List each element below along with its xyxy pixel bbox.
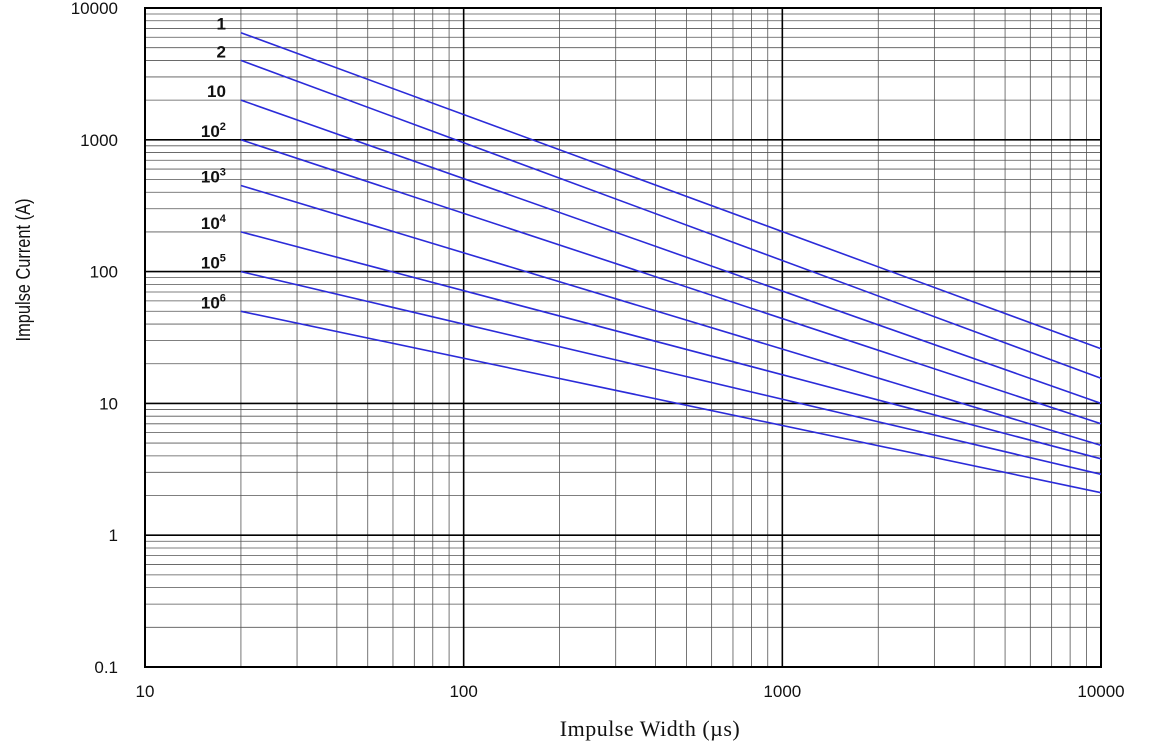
series-label: 105 [201,253,226,273]
series-label: 2 [216,42,225,61]
series-line [240,184,1102,447]
plot-frame [144,7,1102,668]
series-label: 103 [201,167,226,187]
series-line [240,231,1102,460]
major-gridlines [144,8,1101,668]
series-line [240,139,1102,425]
series-lines [240,31,1102,494]
series-line [240,59,1102,380]
series-label: 1 [216,15,225,34]
x-tick-label: 10000 [1077,682,1124,701]
x-axis-label: Impulse Width (µs) [560,716,740,741]
x-tick-label: 1000 [763,682,801,701]
y-tick-label: 10000 [71,0,118,18]
x-tick-label: 100 [449,682,477,701]
series-line [240,99,1102,405]
y-tick-label: 100 [90,263,118,282]
series-line [240,31,1102,350]
series-line [240,310,1102,494]
series-label: 102 [201,121,226,141]
y-tick-label: 0.1 [94,658,118,677]
series-label: 106 [201,292,226,312]
y-tick-label: 1 [109,526,118,545]
series-line [240,270,1102,476]
series-label: 10 [207,82,226,101]
y-axis-label: Impulse Current (A) [11,199,34,342]
x-tick-label: 10 [136,682,155,701]
minor-gridlines [145,8,1101,667]
y-tick-labels: 0.1 1 10 100 1000 10000 [71,0,118,677]
series-label: 104 [201,213,227,233]
x-tick-labels: 10 100 1000 10000 [136,682,1125,701]
series-labels: 1 2 10 102 103 104 105 106 [201,15,227,313]
y-tick-label: 1000 [80,131,118,150]
y-tick-label: 10 [99,394,118,413]
